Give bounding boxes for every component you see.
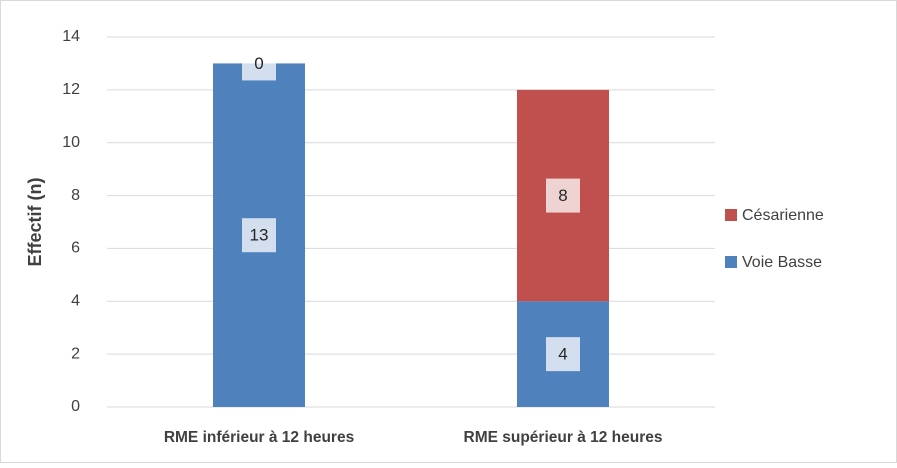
y-tick-label: 12	[62, 81, 80, 98]
x-tick-label: RME inférieur à 12 heures	[164, 429, 354, 446]
y-tick-label: 10	[62, 134, 80, 151]
x-tick-label: RME supérieur à 12 heures	[464, 429, 663, 446]
y-tick-label: 0	[71, 398, 80, 415]
legend-swatch	[725, 209, 737, 221]
data-label: 0	[254, 54, 263, 73]
data-label: 4	[558, 345, 567, 364]
y-tick-label: 2	[71, 345, 80, 362]
legend-label: Césarienne	[742, 207, 824, 224]
y-tick-label: 6	[71, 240, 80, 257]
y-tick-label: 14	[62, 28, 80, 45]
data-label-box	[242, 46, 276, 81]
legend-swatch	[725, 256, 737, 268]
data-label-box	[546, 178, 580, 213]
data-label: 8	[558, 186, 567, 205]
data-label-box	[546, 337, 580, 372]
y-tick-label: 8	[71, 187, 80, 204]
y-axis-label: Effectif (n)	[25, 178, 45, 267]
y-tick-label: 4	[71, 293, 80, 310]
data-label-box	[242, 218, 276, 253]
data-label: 13	[250, 226, 269, 245]
legend-label: Voie Basse	[742, 254, 822, 271]
